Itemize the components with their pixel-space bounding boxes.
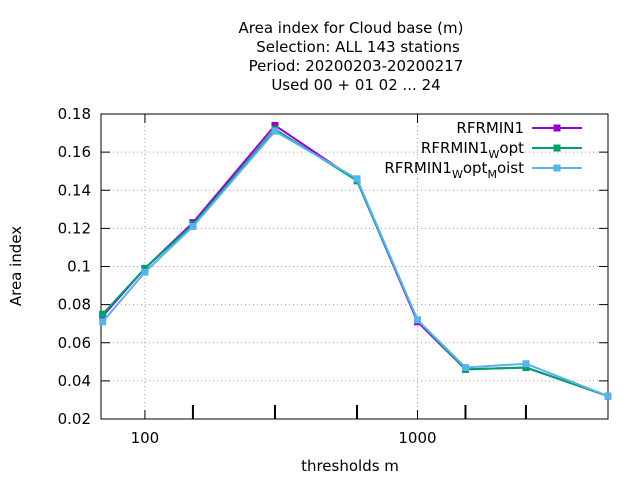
x-tick-label: 100 bbox=[131, 429, 160, 447]
series-line bbox=[101, 124, 609, 398]
legend-marker-3 bbox=[553, 164, 561, 172]
series-1 bbox=[99, 121, 612, 400]
legend-marker-1 bbox=[553, 124, 561, 132]
series-2 bbox=[99, 125, 612, 400]
y-tick-label: 0.04 bbox=[58, 372, 91, 390]
data-point bbox=[522, 364, 530, 372]
data-point bbox=[141, 264, 149, 272]
title-line-4: Used 00 + 01 02 ... 24 bbox=[271, 76, 440, 94]
legend-label-3: RFRMIN1WoptMoist bbox=[384, 159, 524, 181]
y-tick-label: 0.02 bbox=[58, 410, 91, 428]
axes: 0.02 0.04 0.06 0.08 0.1 0.12 0.14 0.16 0.18 100 10… bbox=[58, 105, 609, 447]
y-tick-label: 0.14 bbox=[58, 181, 91, 199]
y-tick-label: 0.1 bbox=[67, 258, 91, 276]
y-tick-label: 0.08 bbox=[58, 296, 91, 314]
title-line-2: Selection: ALL 143 stations bbox=[256, 38, 460, 56]
data-point bbox=[271, 127, 279, 135]
grid bbox=[101, 114, 608, 419]
legend-label-2: RFRMIN1Wopt bbox=[421, 139, 524, 161]
y-tick-label: 0.06 bbox=[58, 334, 91, 352]
x-tick-label: 1000 bbox=[398, 429, 436, 447]
y-tick-label: 0.16 bbox=[58, 143, 91, 161]
data-point bbox=[522, 360, 530, 368]
series-line bbox=[101, 127, 609, 398]
data-point bbox=[141, 268, 149, 276]
data-point bbox=[604, 392, 612, 400]
plot-frame bbox=[100, 113, 609, 420]
data-point bbox=[413, 316, 421, 324]
series-3 bbox=[99, 127, 612, 400]
y-tick-label: 0.18 bbox=[58, 105, 91, 123]
data-point bbox=[461, 364, 469, 372]
series bbox=[99, 121, 612, 400]
legend-label-1: RFRMIN1 bbox=[456, 119, 524, 137]
data-point bbox=[271, 121, 279, 129]
data-point bbox=[99, 310, 107, 318]
chart-title: Area index for Cloud base (m) Selection:… bbox=[239, 19, 464, 94]
title-line-1: Area index for Cloud base (m) bbox=[239, 19, 464, 37]
y-axis-label: Area index bbox=[7, 226, 25, 306]
title-line-3: Period: 20200203-20200217 bbox=[249, 57, 464, 75]
y-tick-label: 0.12 bbox=[58, 219, 91, 237]
data-point bbox=[99, 318, 107, 326]
series-line bbox=[101, 129, 609, 398]
legend-marker-2 bbox=[553, 144, 561, 152]
data-point bbox=[353, 175, 361, 183]
x-axis-label: thresholds m bbox=[301, 457, 399, 475]
data-point bbox=[189, 222, 197, 230]
